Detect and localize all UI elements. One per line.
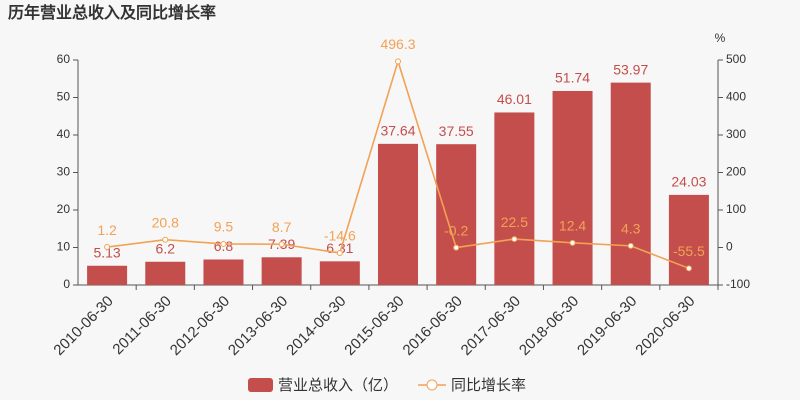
- bar-value-label: 46.01: [497, 91, 532, 107]
- bar-value-label: 5.13: [93, 244, 120, 260]
- line-point: [685, 265, 692, 272]
- y-tick-label: 60: [57, 52, 71, 66]
- line-value-label: -55.5: [673, 243, 705, 259]
- line-point: [162, 236, 169, 243]
- bar: [552, 90, 593, 285]
- bar: [378, 143, 418, 285]
- bar: [145, 261, 186, 285]
- y-tick-label: 0: [63, 277, 70, 291]
- line-point: [627, 242, 634, 249]
- bar: [87, 265, 128, 285]
- y-tick-label: 20: [57, 202, 71, 216]
- bar-value-label: 37.55: [439, 123, 474, 139]
- line-point: [220, 240, 227, 247]
- y2-tick-label: 300: [726, 127, 746, 141]
- line-value-label: 12.4: [559, 218, 586, 234]
- line-value-label: 9.5: [214, 219, 234, 235]
- bar-value-label: 51.74: [555, 70, 590, 86]
- y2-tick-label: 0: [726, 240, 733, 254]
- line-point: [104, 244, 111, 251]
- bar-value-label: 24.03: [671, 174, 706, 190]
- line-value-label: -14.6: [324, 228, 356, 244]
- bar: [668, 194, 709, 285]
- line-point: [453, 244, 460, 251]
- line-value-label: 4.3: [621, 221, 641, 237]
- y-tick-label: 40: [57, 127, 71, 141]
- line-value-label: 8.7: [272, 219, 292, 235]
- legend-label: 营业总收入（亿）: [278, 377, 398, 394]
- line-point: [511, 236, 518, 243]
- bar-value-label: 53.97: [613, 61, 648, 77]
- bar-value-label: 37.64: [380, 123, 415, 139]
- y-tick-label: 30: [57, 165, 71, 179]
- legend-swatch-point: [426, 379, 438, 391]
- bar: [261, 257, 302, 285]
- bar: [319, 261, 360, 285]
- line-point: [278, 241, 285, 248]
- y-tick-label: 10: [57, 240, 71, 254]
- legend-swatch: [248, 378, 273, 392]
- bar: [494, 112, 535, 286]
- line-value-label: -0.2: [444, 222, 468, 238]
- line-value-label: 20.8: [152, 214, 179, 230]
- chart-title: 历年营业总收入及同比增长率: [8, 3, 216, 22]
- y2-tick-label: 400: [726, 90, 746, 104]
- line-value-label: 496.3: [380, 36, 415, 52]
- line-value-label: 1.2: [97, 222, 117, 238]
- y2-unit: %: [715, 31, 726, 45]
- line-point: [336, 249, 343, 256]
- bar-value-label: 6.2: [156, 240, 176, 256]
- line-value-label: 22.5: [501, 214, 528, 230]
- line-point: [569, 239, 576, 246]
- bar: [610, 82, 651, 285]
- bar: [436, 144, 477, 285]
- y-tick-label: 50: [57, 90, 71, 104]
- y2-tick-label: -100: [726, 277, 750, 291]
- y2-tick-label: 500: [726, 52, 746, 66]
- y2-tick-label: 100: [726, 202, 746, 216]
- bar: [203, 259, 244, 285]
- y2-tick-label: 200: [726, 165, 746, 179]
- line-point: [395, 58, 401, 65]
- legend-label: 同比增长率: [451, 377, 526, 394]
